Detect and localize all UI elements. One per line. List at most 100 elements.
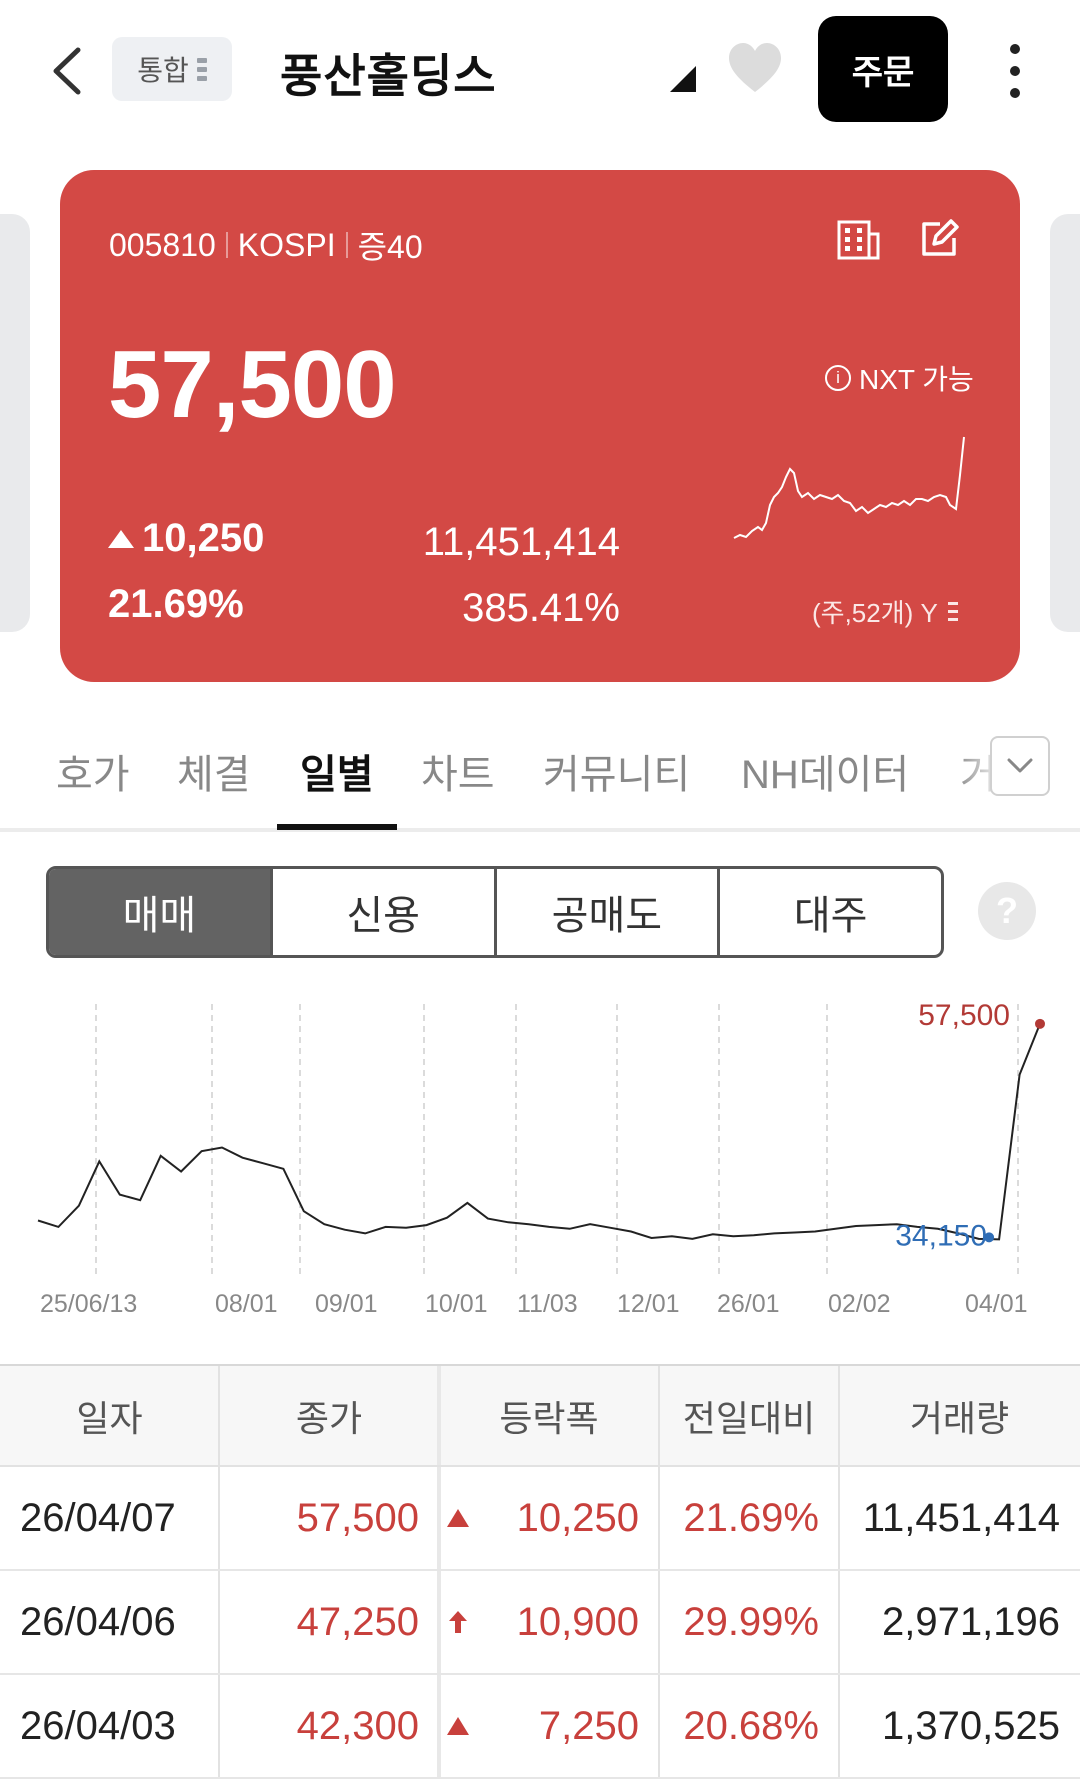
x-tick-label: 02/02 bbox=[828, 1290, 891, 1318]
row-close: 42,300 bbox=[296, 1703, 419, 1748]
segment-short-selling[interactable]: 공매도 bbox=[493, 869, 718, 955]
chart-grid bbox=[95, 1004, 1019, 1276]
tab-nh-data[interactable]: NH데이터 bbox=[741, 753, 910, 797]
section-tabs: 호가 체결 일별 차트 커뮤니티 NH데이터 거 bbox=[0, 712, 1080, 832]
more-menu-button[interactable] bbox=[995, 40, 1035, 102]
segment-stock-lending[interactable]: 대주 bbox=[717, 869, 941, 955]
trading-volume: 11,451,414 bbox=[422, 520, 620, 564]
x-tick-label: 09/01 bbox=[315, 1290, 378, 1318]
tab-orderbook[interactable]: 호가 bbox=[56, 753, 130, 797]
chevron-down-icon bbox=[1007, 758, 1033, 773]
nxt-availability[interactable]: i NXT 가능 bbox=[825, 358, 974, 398]
x-tick-label: 12/01 bbox=[617, 1290, 680, 1318]
row-volume: 2,971,196 bbox=[882, 1599, 1060, 1644]
back-button[interactable] bbox=[40, 38, 96, 102]
divider bbox=[345, 232, 348, 258]
change-percent: 21.69% bbox=[108, 582, 244, 626]
more-dot bbox=[1010, 44, 1020, 54]
up-triangle-icon bbox=[447, 1675, 469, 1777]
data-type-segment: 매매 신용 공매도 대주 bbox=[46, 866, 944, 958]
x-tick-label: 08/01 bbox=[215, 1290, 278, 1318]
period-label: (주,52개) Y bbox=[812, 598, 938, 628]
expand-tabs-button[interactable] bbox=[990, 736, 1050, 796]
market-chip-label: 통합 bbox=[137, 55, 189, 86]
row-volume: 11,451,414 bbox=[862, 1495, 1060, 1540]
low-price-label: 34,150 bbox=[895, 1219, 987, 1252]
row-close: 47,250 bbox=[296, 1599, 419, 1644]
menu-lines-icon bbox=[196, 57, 207, 81]
table-row[interactable]: 26/04/03 42,300 7,250 20.68% 1,370,525 bbox=[0, 1675, 1080, 1779]
help-button[interactable]: ? bbox=[978, 882, 1036, 940]
stock-name[interactable]: 풍산홀딩스 bbox=[280, 50, 497, 102]
divider bbox=[225, 232, 228, 258]
tab-executions[interactable]: 체결 bbox=[177, 753, 251, 797]
weekly-sparkline[interactable] bbox=[732, 435, 980, 555]
segment-credit[interactable]: 신용 bbox=[269, 869, 494, 955]
favorite-button[interactable] bbox=[725, 38, 785, 98]
tab-community[interactable]: 커뮤니티 bbox=[543, 753, 691, 797]
info-icon: i bbox=[825, 365, 851, 391]
row-change: 7,250 bbox=[538, 1703, 639, 1748]
chevron-left-icon bbox=[53, 47, 81, 95]
building-icon[interactable] bbox=[835, 218, 881, 260]
x-tick-label: 04/01 bbox=[965, 1290, 1028, 1318]
header-close: 종가 bbox=[295, 1397, 363, 1439]
stock-meta: 005810 KOSPI 증40 bbox=[109, 222, 423, 268]
table-row[interactable]: 26/04/06 47,250 10,900 29.99% 2,971,196 bbox=[0, 1571, 1080, 1675]
high-point bbox=[1035, 1018, 1045, 1029]
up-triangle-icon bbox=[108, 529, 134, 548]
more-dot bbox=[1010, 66, 1020, 76]
price-line bbox=[37, 1023, 1041, 1241]
row-change-percent: 21.69% bbox=[683, 1495, 819, 1540]
x-axis-labels: 25/06/13 08/01 09/01 10/01 11/03 12/01 26/01 02… bbox=[40, 1290, 1028, 1318]
x-tick-label: 11/03 bbox=[517, 1290, 578, 1318]
next-card-peek[interactable] bbox=[1050, 214, 1080, 632]
margin-rate: 증40 bbox=[357, 229, 423, 265]
chart-period-selector[interactable]: (주,52개) Y bbox=[812, 593, 958, 630]
stock-summary-card: 005810 KOSPI 증40 57,500 i NXT 가능 10,250 … bbox=[60, 170, 1020, 682]
row-date: 26/04/07 bbox=[20, 1495, 176, 1540]
change-value: 10,250 bbox=[142, 516, 265, 560]
up-triangle-icon bbox=[447, 1467, 469, 1569]
previous-card-peek[interactable] bbox=[0, 214, 30, 632]
stock-market: KOSPI bbox=[237, 226, 336, 263]
x-tick-label: 10/01 bbox=[425, 1290, 488, 1318]
row-close: 57,500 bbox=[296, 1495, 419, 1540]
table-header: 일자 종가 등락폭 전일대비 거래량 bbox=[0, 1364, 1080, 1467]
dropdown-triangle-icon[interactable] bbox=[670, 66, 696, 92]
tab-chart[interactable]: 차트 bbox=[421, 753, 495, 797]
edit-icon[interactable] bbox=[918, 218, 960, 260]
row-change-percent: 29.99% bbox=[683, 1599, 819, 1644]
header-volume: 거래량 bbox=[909, 1397, 1010, 1439]
row-date: 26/04/03 bbox=[20, 1703, 176, 1748]
row-volume: 1,370,525 bbox=[882, 1703, 1060, 1748]
market-selector[interactable]: 통합 bbox=[112, 37, 232, 101]
row-change: 10,250 bbox=[516, 1495, 639, 1540]
x-tick-label: 26/01 bbox=[717, 1290, 780, 1318]
header-change: 등락폭 bbox=[499, 1397, 599, 1439]
price-change: 10,250 bbox=[108, 516, 264, 561]
table-row[interactable]: 26/04/07 57,500 10,250 21.69% 11,451,414 bbox=[0, 1467, 1080, 1571]
x-tick-label: 25/06/13 bbox=[40, 1290, 137, 1318]
header-date: 일자 bbox=[76, 1397, 143, 1439]
turnover-ratio: 385.41% bbox=[462, 586, 620, 630]
order-button[interactable]: 주문 bbox=[818, 16, 948, 122]
row-change: 10,900 bbox=[516, 1599, 639, 1644]
segment-trading[interactable]: 매매 bbox=[49, 869, 270, 955]
stock-code: 005810 bbox=[109, 226, 216, 263]
header-change-percent: 전일대비 bbox=[682, 1397, 816, 1439]
active-tab-indicator bbox=[277, 824, 397, 830]
current-price: 57,500 bbox=[108, 331, 397, 438]
limit-up-arrow-icon bbox=[449, 1571, 467, 1673]
tab-daily[interactable]: 일별 bbox=[300, 753, 374, 797]
heart-icon bbox=[729, 43, 781, 92]
daily-price-chart[interactable]: 25/06/13 08/01 09/01 10/01 11/03 12/01 26/01 02… bbox=[0, 990, 1080, 1330]
nxt-label: NXT 가능 bbox=[859, 364, 974, 395]
daily-price-table: 일자 종가 등락폭 전일대비 거래량 26/04/07 57,500 10,25… bbox=[0, 1364, 1080, 1779]
row-change-percent: 20.68% bbox=[683, 1703, 819, 1748]
high-price-label: 57,500 bbox=[918, 999, 1010, 1032]
menu-lines-icon bbox=[947, 602, 958, 621]
row-date: 26/04/06 bbox=[20, 1599, 176, 1644]
top-bar: 통합 풍산홀딩스 주문 bbox=[0, 0, 1080, 140]
more-dot bbox=[1010, 88, 1020, 98]
